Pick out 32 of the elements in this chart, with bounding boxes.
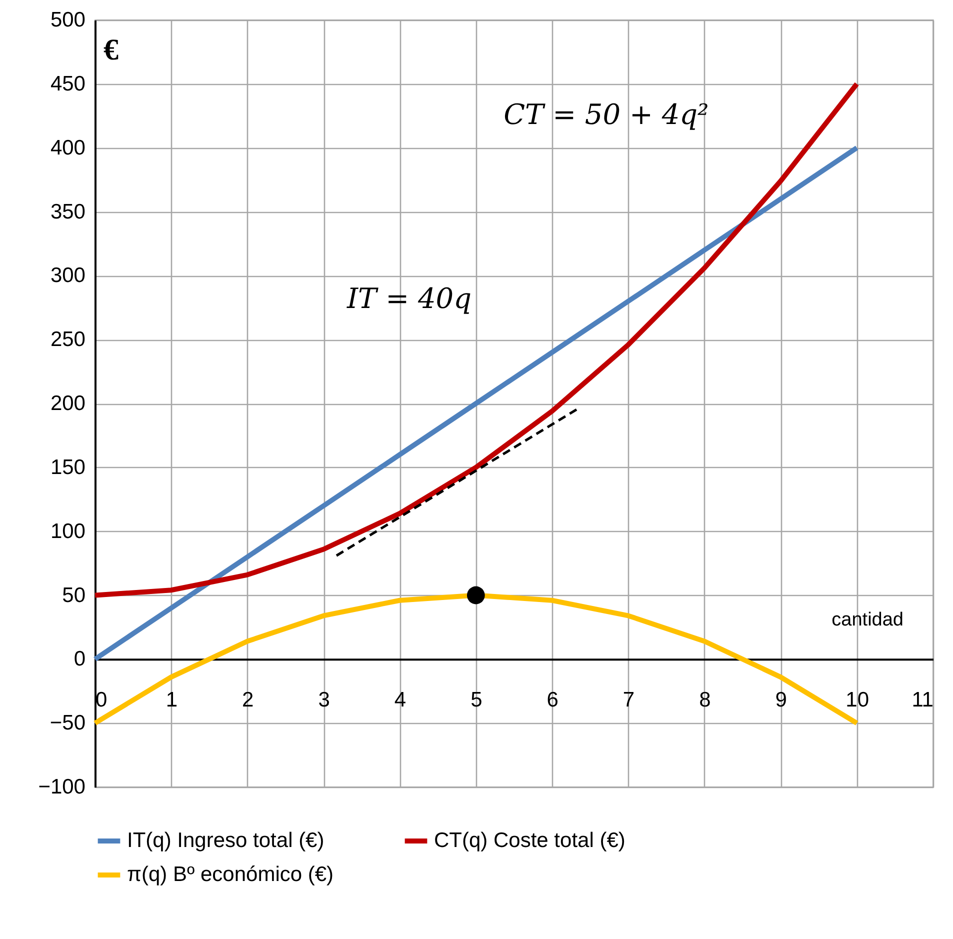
legend-label: IT(q) Ingreso total (€) — [127, 829, 324, 852]
y-tick-label: 50 — [62, 584, 86, 607]
y-tick-label: 200 — [50, 392, 86, 415]
annotation: IT = 40q — [346, 282, 472, 315]
y-tick-label: 0 — [74, 648, 86, 671]
y-tick-label: 100 — [50, 520, 86, 543]
y-tick-label: −50 — [50, 712, 86, 735]
y-tick-label: 500 — [50, 8, 86, 32]
x-tick-label: 5 — [470, 688, 482, 712]
x-tick-label: 8 — [699, 688, 711, 712]
y-tick-label: 300 — [50, 264, 86, 288]
y-tick-label: 150 — [50, 456, 86, 479]
x-tick-label: 9 — [775, 688, 787, 712]
x-tick-label: 7 — [622, 688, 635, 712]
x-axis-title: cantidad — [832, 610, 904, 631]
legend-label: CT(q) Coste total (€) — [434, 829, 626, 852]
x-tick-label: 10 — [846, 688, 869, 712]
legend-label: π(q) Bº económico (€) — [127, 863, 334, 886]
annotation: CT = 50 + 4q² — [504, 98, 709, 131]
y-tick-label: 400 — [50, 136, 86, 160]
y-tick-label: 250 — [50, 328, 86, 352]
y-axis-title: € — [104, 34, 118, 66]
y-tick-label: 450 — [50, 72, 86, 96]
x-tick-label: 1 — [166, 688, 178, 712]
x-tick-label: 0 — [96, 688, 108, 712]
x-tick-label: 6 — [546, 688, 558, 712]
x-tick-label: 3 — [318, 688, 330, 712]
y-tick-label: −100 — [38, 776, 86, 798]
x-tick-label: 4 — [394, 688, 406, 712]
y-tick-label: 350 — [50, 200, 86, 224]
x-tick-label: 11 — [912, 688, 934, 712]
x-tick-label: 2 — [242, 688, 254, 712]
